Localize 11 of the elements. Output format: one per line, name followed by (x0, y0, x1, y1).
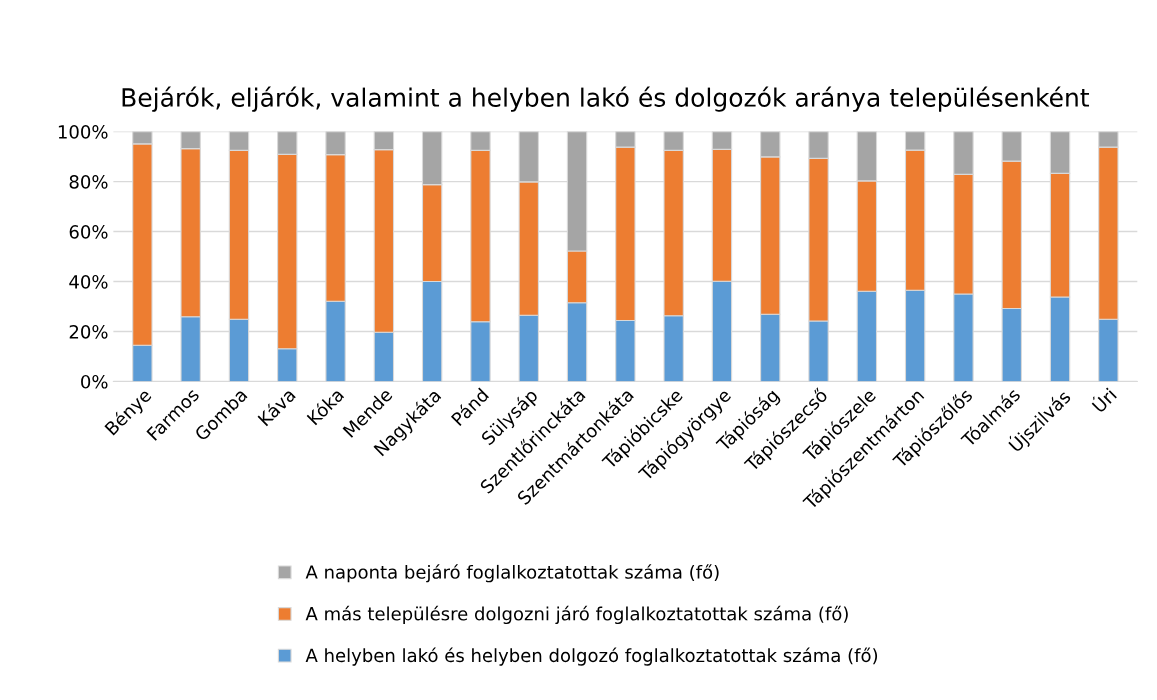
y-tick-label: 100% (58, 125, 108, 139)
y-tick-label: 80% (69, 175, 108, 189)
y-tick-label: 20% (69, 324, 108, 339)
legend-label: A más településre dolgozni járó foglalkoztatottak száma (fő) (305, 605, 848, 625)
x-tick-label: Úri (1089, 385, 1118, 414)
y-tick-label: 0% (81, 374, 108, 389)
chart-title: Bejárók, eljárók, valamint a helyben lakó és dolgozók aránya településenként (122, 86, 1090, 112)
legend-label: A naponta bejáró foglalkoztatottak száma (fő) (305, 564, 719, 583)
y-tick-label: 60% (69, 225, 108, 239)
legend-label: A helyben lakó és helyben dolgozó foglalkoztatottak száma (fő) (305, 647, 878, 666)
y-tick-label: 40% (69, 275, 108, 289)
